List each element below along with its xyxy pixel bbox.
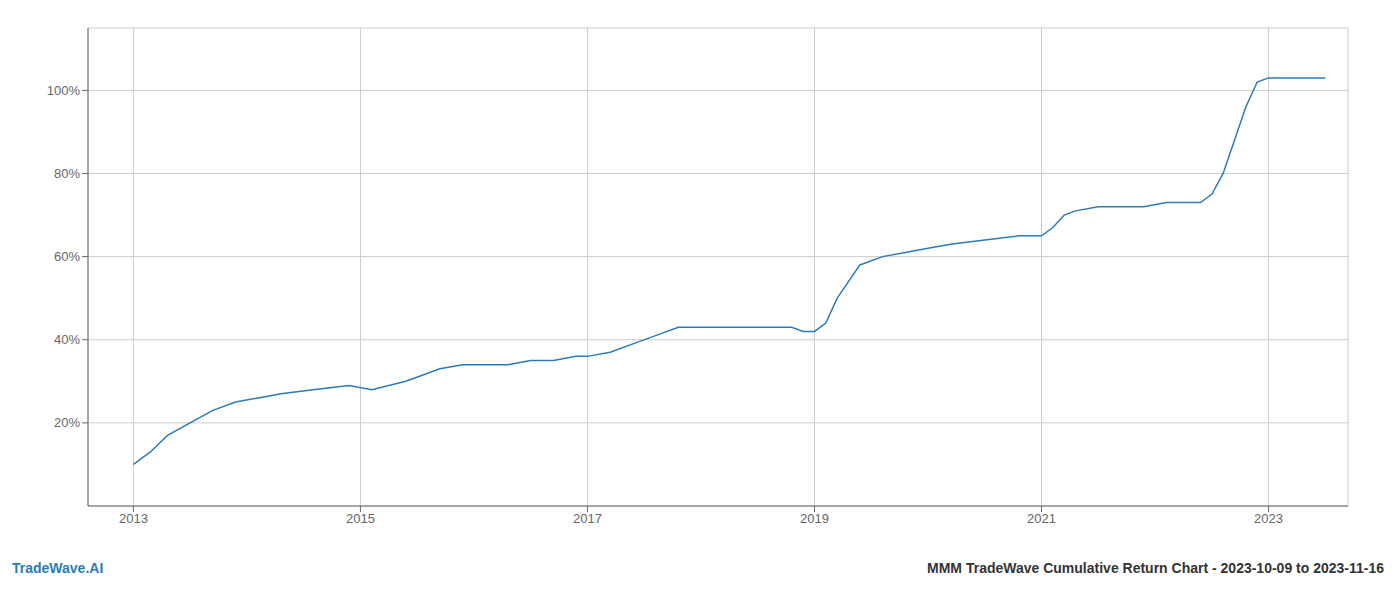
svg-text:2015: 2015 [346, 511, 375, 526]
html-text:TradeWave.AI: TradeWave.AI [12, 560, 104, 576]
svg-text:2017: 2017 [573, 511, 602, 526]
svg-text:2021: 2021 [1027, 511, 1056, 526]
svg-text:2019: 2019 [800, 511, 829, 526]
svg-text:20%: 20% [54, 415, 80, 430]
svg-text:2023: 2023 [1254, 511, 1283, 526]
svg-text:100%: 100% [47, 83, 81, 98]
svg-text:60%: 60% [54, 249, 80, 264]
svg-text:2013: 2013 [119, 511, 148, 526]
svg-text:80%: 80% [54, 166, 80, 181]
svg-text:40%: 40% [54, 332, 80, 347]
html-text:MMM TradeWave Cumulative Retur: MMM TradeWave Cumulative Return Chart - … [927, 560, 1384, 576]
